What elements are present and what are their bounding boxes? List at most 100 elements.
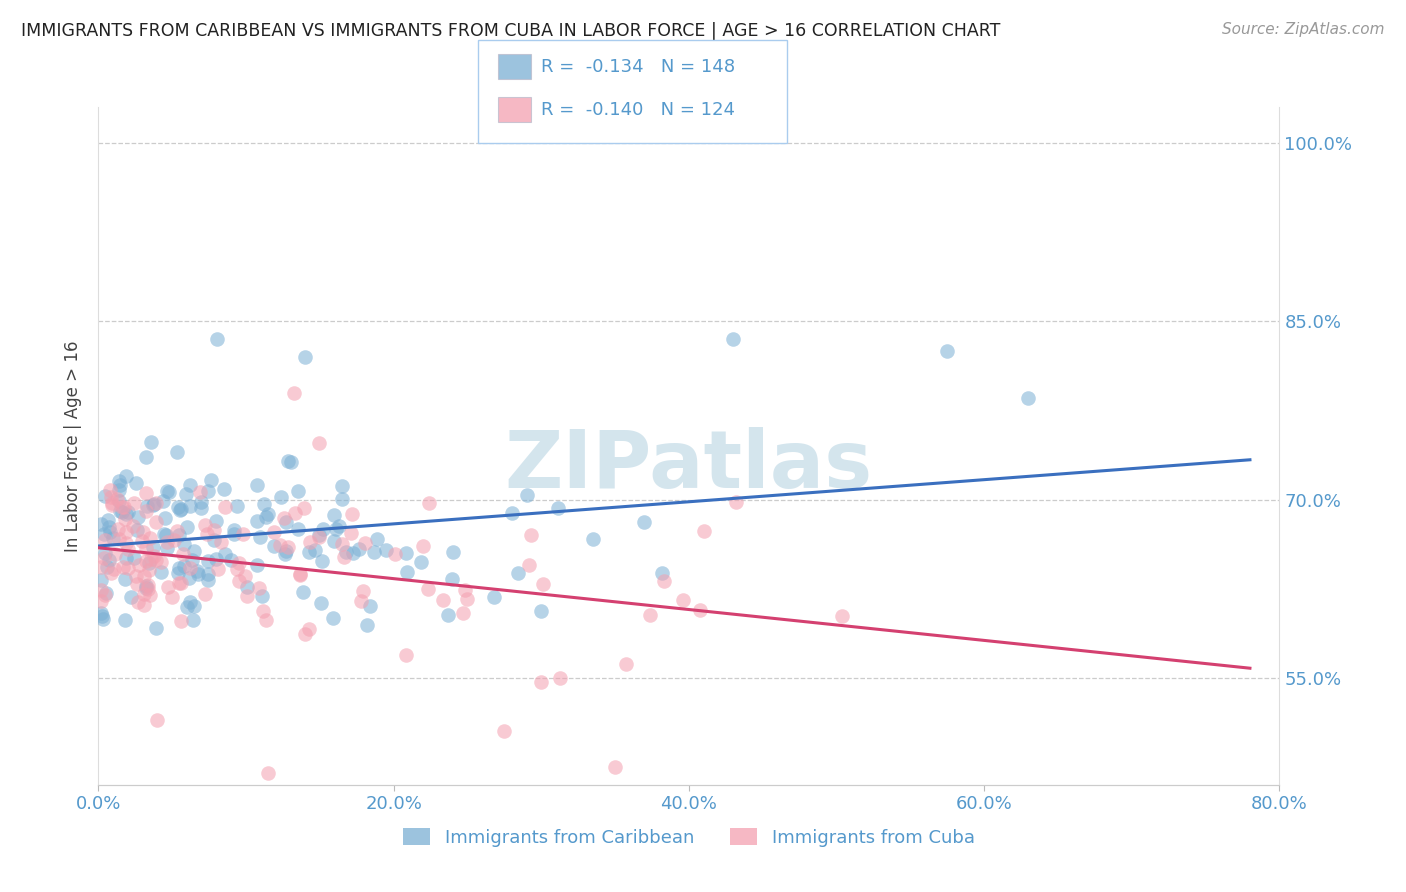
Point bbox=[167, 575, 190, 590]
Point bbox=[356, 617, 378, 632]
Point bbox=[145, 496, 167, 510]
Point bbox=[121, 519, 143, 533]
Point bbox=[108, 474, 131, 488]
Point bbox=[257, 508, 280, 522]
Point bbox=[456, 592, 478, 607]
Point bbox=[195, 526, 218, 541]
Point bbox=[330, 537, 353, 551]
Point bbox=[582, 532, 605, 546]
Point bbox=[93, 527, 115, 541]
Point bbox=[246, 514, 269, 528]
Point bbox=[270, 490, 292, 504]
Point bbox=[125, 569, 148, 583]
Point bbox=[246, 558, 269, 573]
Point bbox=[332, 549, 354, 564]
Point bbox=[101, 531, 124, 545]
Point bbox=[277, 541, 299, 555]
Point bbox=[139, 531, 162, 545]
Point bbox=[186, 564, 208, 578]
Point bbox=[250, 589, 273, 603]
Text: ZIPatlas: ZIPatlas bbox=[505, 427, 873, 506]
Point bbox=[166, 445, 188, 459]
Point bbox=[135, 450, 157, 465]
Point bbox=[441, 545, 464, 559]
Point bbox=[235, 568, 257, 582]
Point bbox=[114, 572, 136, 586]
Point bbox=[1018, 392, 1040, 406]
Point bbox=[96, 586, 118, 600]
Point bbox=[205, 332, 228, 346]
Point bbox=[98, 525, 121, 540]
Point bbox=[138, 556, 160, 570]
Point bbox=[936, 343, 959, 358]
Point bbox=[143, 549, 166, 564]
Point bbox=[366, 532, 388, 546]
Point bbox=[135, 579, 157, 593]
Point bbox=[530, 674, 553, 689]
Point bbox=[114, 512, 136, 526]
Point bbox=[359, 599, 381, 613]
Point bbox=[274, 543, 297, 558]
Point bbox=[105, 491, 128, 506]
Point bbox=[325, 522, 347, 536]
Point bbox=[501, 506, 523, 520]
Point bbox=[169, 503, 191, 517]
Point bbox=[202, 533, 225, 547]
Point bbox=[127, 523, 149, 537]
Point bbox=[117, 541, 139, 556]
Point bbox=[135, 503, 157, 517]
Point bbox=[831, 609, 853, 624]
Point bbox=[384, 547, 406, 561]
Point bbox=[122, 550, 145, 565]
Point bbox=[441, 572, 464, 586]
Point bbox=[127, 510, 149, 524]
Text: R =  -0.140   N = 124: R = -0.140 N = 124 bbox=[541, 101, 735, 119]
Point bbox=[209, 535, 232, 549]
Point bbox=[97, 513, 120, 527]
Point bbox=[90, 606, 112, 620]
Point bbox=[294, 350, 316, 364]
Point bbox=[311, 554, 333, 568]
Point bbox=[651, 566, 673, 581]
Point bbox=[143, 497, 166, 511]
Point bbox=[277, 454, 299, 468]
Point bbox=[91, 608, 114, 623]
Point bbox=[633, 515, 655, 529]
Text: R =  -0.134   N = 148: R = -0.134 N = 148 bbox=[541, 58, 735, 76]
Point bbox=[249, 530, 271, 544]
Point bbox=[132, 587, 155, 601]
Point bbox=[519, 558, 541, 572]
Point bbox=[111, 559, 134, 574]
Point bbox=[322, 508, 344, 523]
Point bbox=[212, 482, 235, 496]
Point bbox=[100, 566, 122, 581]
Legend: Immigrants from Caribbean, Immigrants from Cuba: Immigrants from Caribbean, Immigrants fr… bbox=[396, 822, 981, 854]
Point bbox=[347, 542, 370, 557]
Point bbox=[120, 591, 142, 605]
Point bbox=[245, 477, 267, 491]
Point bbox=[115, 525, 138, 540]
Point bbox=[225, 499, 247, 513]
Point bbox=[176, 520, 198, 534]
Point bbox=[298, 544, 321, 558]
Point bbox=[200, 473, 222, 487]
Point bbox=[125, 475, 148, 490]
Point bbox=[179, 594, 201, 608]
Point bbox=[111, 500, 134, 515]
Point bbox=[335, 544, 357, 558]
Point bbox=[547, 500, 569, 515]
Point bbox=[114, 536, 136, 550]
Point bbox=[194, 587, 217, 601]
Point bbox=[114, 468, 136, 483]
Point bbox=[292, 584, 315, 599]
Point bbox=[304, 543, 326, 558]
Point bbox=[166, 566, 188, 580]
Point bbox=[283, 385, 305, 400]
Point bbox=[104, 547, 127, 561]
Point bbox=[112, 500, 135, 515]
Point bbox=[194, 517, 217, 532]
Point bbox=[152, 526, 174, 541]
Point bbox=[173, 537, 195, 551]
Text: Source: ZipAtlas.com: Source: ZipAtlas.com bbox=[1222, 22, 1385, 37]
Point bbox=[172, 547, 194, 561]
